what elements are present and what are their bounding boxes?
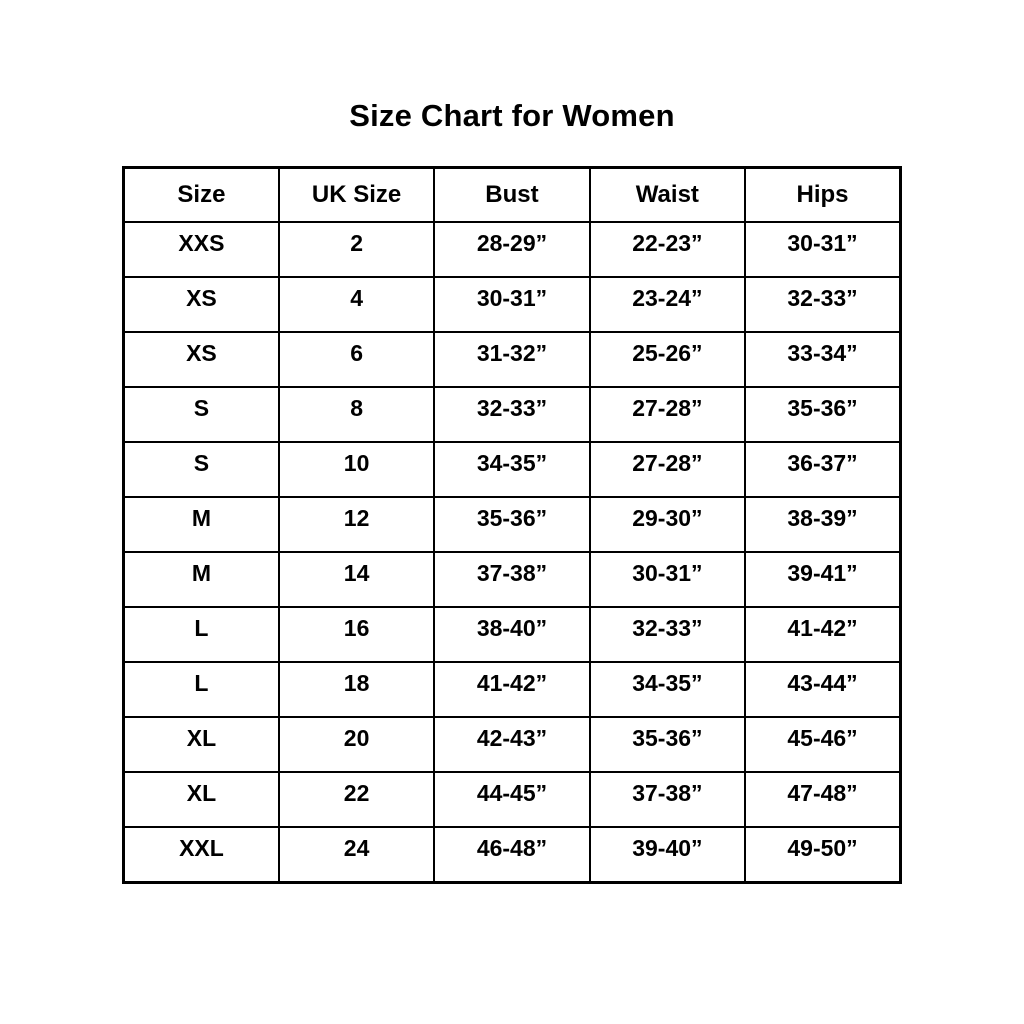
table-cell: 43-44” bbox=[744, 661, 902, 718]
header-cell: Bust bbox=[433, 166, 591, 223]
table-cell: L bbox=[122, 606, 280, 663]
table-cell: 47-48” bbox=[744, 771, 902, 828]
table-cell: 22-23” bbox=[588, 221, 747, 278]
table-cell: 30-31” bbox=[588, 551, 747, 608]
table-cell: 25-26” bbox=[588, 331, 747, 388]
table-cell: 18 bbox=[277, 661, 436, 718]
table-row: XXS 2 28-29” 22-23” 30-31” bbox=[122, 221, 902, 278]
table-cell: 49-50” bbox=[744, 826, 902, 884]
table-cell: XL bbox=[122, 716, 280, 773]
table-cell: 22 bbox=[277, 771, 436, 828]
table-row: XS 4 30-31” 23-24” 32-33” bbox=[122, 276, 902, 333]
table-cell: 32-33” bbox=[433, 386, 591, 443]
table-cell: 37-38” bbox=[588, 771, 747, 828]
table-cell: 12 bbox=[277, 496, 436, 553]
table-cell: 41-42” bbox=[433, 661, 591, 718]
table-cell: 8 bbox=[277, 386, 436, 443]
table-cell: M bbox=[122, 551, 280, 608]
table-row: XL 20 42-43” 35-36” 45-46” bbox=[122, 716, 902, 773]
header-cell: Hips bbox=[744, 166, 902, 223]
table-cell: 44-45” bbox=[433, 771, 591, 828]
size-chart-page: Size Chart for Women Size UK Size Bust Wais… bbox=[122, 98, 902, 884]
table-cell: 16 bbox=[277, 606, 436, 663]
table-cell: 6 bbox=[277, 331, 436, 388]
table-row: L 16 38-40” 32-33” 41-42” bbox=[122, 606, 902, 663]
header-cell: Size bbox=[122, 166, 280, 223]
table-row: S 10 34-35” 27-28” 36-37” bbox=[122, 441, 902, 498]
table-cell: 23-24” bbox=[588, 276, 747, 333]
table-cell: S bbox=[122, 386, 280, 443]
table-cell: L bbox=[122, 661, 280, 718]
table-cell: 31-32” bbox=[433, 331, 591, 388]
table-cell: 38-40” bbox=[433, 606, 591, 663]
table-cell: 32-33” bbox=[588, 606, 747, 663]
table-cell: 20 bbox=[277, 716, 436, 773]
table-cell: 24 bbox=[277, 826, 436, 884]
table-cell: S bbox=[122, 441, 280, 498]
header-cell: UK Size bbox=[277, 166, 436, 223]
table-cell: 35-36” bbox=[744, 386, 902, 443]
table-cell: 33-34” bbox=[744, 331, 902, 388]
table-body: XXS 2 28-29” 22-23” 30-31” XS 4 30-31” 23-24” 32-… bbox=[122, 221, 902, 884]
table-header: Size UK Size Bust Waist Hips bbox=[122, 166, 902, 223]
table-cell: 42-43” bbox=[433, 716, 591, 773]
page-title: Size Chart for Women bbox=[349, 98, 675, 133]
table-cell: 34-35” bbox=[433, 441, 591, 498]
table-cell: 32-33” bbox=[744, 276, 902, 333]
table-cell: 38-39” bbox=[744, 496, 902, 553]
table-row: S 8 32-33” 27-28” 35-36” bbox=[122, 386, 902, 443]
table-cell: 4 bbox=[277, 276, 436, 333]
table-cell: 35-36” bbox=[433, 496, 591, 553]
table-cell: 35-36” bbox=[588, 716, 747, 773]
table-cell: M bbox=[122, 496, 280, 553]
size-chart-table: Size UK Size Bust Waist Hips XXS 2 28-29” 22-23… bbox=[122, 166, 902, 884]
table-cell: XS bbox=[122, 331, 280, 388]
table-cell: 28-29” bbox=[433, 221, 591, 278]
table-cell: 10 bbox=[277, 441, 436, 498]
table-row: XS 6 31-32” 25-26” 33-34” bbox=[122, 331, 902, 388]
table-cell: 2 bbox=[277, 221, 436, 278]
table-cell: 37-38” bbox=[433, 551, 591, 608]
table-cell: 27-28” bbox=[588, 441, 747, 498]
table-row: M 14 37-38” 30-31” 39-41” bbox=[122, 551, 902, 608]
table-cell: 30-31” bbox=[744, 221, 902, 278]
table-cell: 41-42” bbox=[744, 606, 902, 663]
table-row: XXL 24 46-48” 39-40” 49-50” bbox=[122, 826, 902, 884]
table-cell: 46-48” bbox=[433, 826, 591, 884]
table-cell: 29-30” bbox=[588, 496, 747, 553]
table-cell: 27-28” bbox=[588, 386, 747, 443]
table-cell: 45-46” bbox=[744, 716, 902, 773]
table-row: M 12 35-36” 29-30” 38-39” bbox=[122, 496, 902, 553]
table-row: L 18 41-42” 34-35” 43-44” bbox=[122, 661, 902, 718]
header-row: Size UK Size Bust Waist Hips bbox=[122, 166, 902, 223]
table-cell: 34-35” bbox=[588, 661, 747, 718]
table-cell: XXL bbox=[122, 826, 280, 884]
table-cell: XL bbox=[122, 771, 280, 828]
table-cell: 30-31” bbox=[433, 276, 591, 333]
table-cell: XS bbox=[122, 276, 280, 333]
header-cell: Waist bbox=[588, 166, 747, 223]
table-cell: 36-37” bbox=[744, 441, 902, 498]
table-cell: XXS bbox=[122, 221, 280, 278]
table-cell: 39-40” bbox=[588, 826, 747, 884]
table-row: XL 22 44-45” 37-38” 47-48” bbox=[122, 771, 902, 828]
table-cell: 14 bbox=[277, 551, 436, 608]
table-cell: 39-41” bbox=[744, 551, 902, 608]
